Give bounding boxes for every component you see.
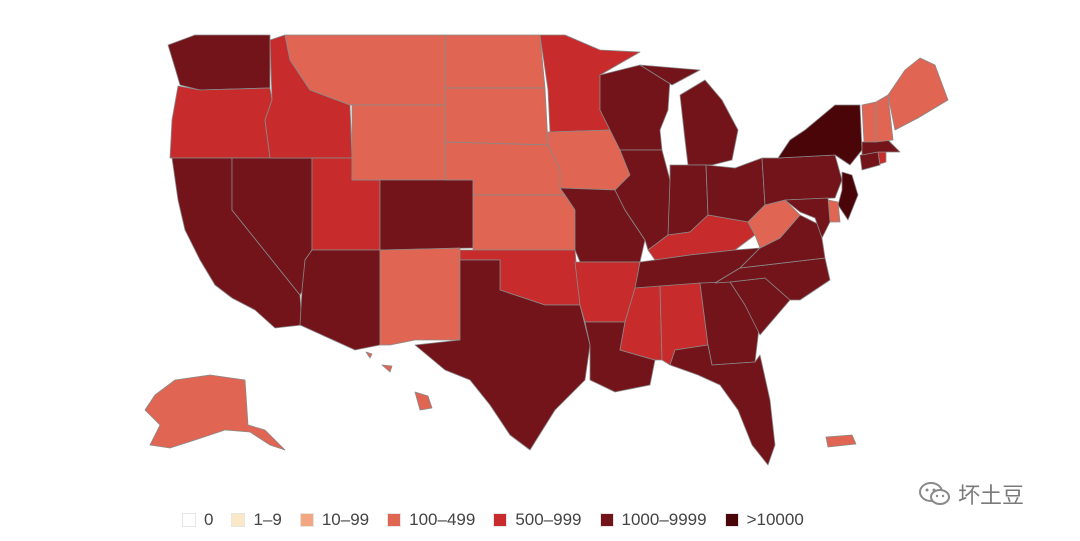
state-NM[interactable]	[379, 247, 461, 346]
state-WY[interactable]	[351, 104, 446, 181]
state-MD[interactable]	[784, 197, 831, 239]
legend-swatch	[387, 513, 402, 527]
state-PA[interactable]	[761, 154, 843, 206]
state-NH[interactable]	[875, 94, 894, 143]
legend-item[interactable]: >10000	[724, 510, 804, 530]
legend-item[interactable]: 10–99	[299, 510, 370, 530]
state-TX[interactable]	[414, 259, 591, 451]
state-ND[interactable]	[444, 34, 546, 89]
legend-label: 10–99	[321, 510, 370, 529]
state-PR[interactable]	[825, 434, 857, 448]
state-IL[interactable]	[614, 149, 671, 251]
wechat-icon	[919, 482, 950, 505]
legend-swatch	[599, 513, 614, 527]
legend-swatch	[299, 513, 314, 527]
watermark-text: 坏土豆	[958, 483, 1025, 508]
map-legend: 0 1–9 10–99 100–499 500–999 1000–9999 >10000	[182, 507, 822, 533]
state-NY[interactable]	[777, 104, 863, 166]
state-HI[interactable]	[365, 351, 433, 411]
state-WA[interactable]	[167, 34, 271, 91]
state-NJ[interactable]	[837, 171, 859, 221]
state-ME[interactable]	[887, 57, 949, 131]
state-MI[interactable]	[639, 64, 739, 166]
state-CO[interactable]	[379, 179, 474, 251]
legend-label: 1–9	[253, 510, 282, 529]
legend-label: 500–999	[515, 510, 582, 529]
legend-item[interactable]: 100–499	[387, 510, 475, 530]
legend-item[interactable]: 1000–9999	[599, 510, 707, 530]
legend-label: 100–499	[409, 510, 476, 529]
state-FL[interactable]	[669, 344, 776, 466]
legend-swatch	[231, 513, 246, 527]
legend-swatch	[724, 513, 739, 527]
state-AZ[interactable]	[299, 249, 381, 351]
state-AK[interactable]	[144, 374, 286, 451]
legend-item[interactable]: 0	[182, 510, 213, 530]
legend-item[interactable]: 500–999	[493, 510, 582, 530]
legend-swatch	[493, 513, 508, 527]
legend-label: 1000–9999	[621, 510, 707, 529]
state-OH[interactable]	[705, 157, 766, 223]
state-VT[interactable]	[861, 101, 877, 143]
legend-swatch	[182, 513, 196, 527]
state-KS[interactable]	[472, 194, 576, 251]
legend-label: >10000	[746, 510, 804, 529]
state-SD[interactable]	[444, 87, 549, 146]
state-OR[interactable]	[169, 85, 273, 159]
legend-label: 0	[204, 510, 214, 529]
legend-item[interactable]: 1–9	[231, 510, 282, 530]
watermark: 坏土豆	[918, 474, 1024, 514]
